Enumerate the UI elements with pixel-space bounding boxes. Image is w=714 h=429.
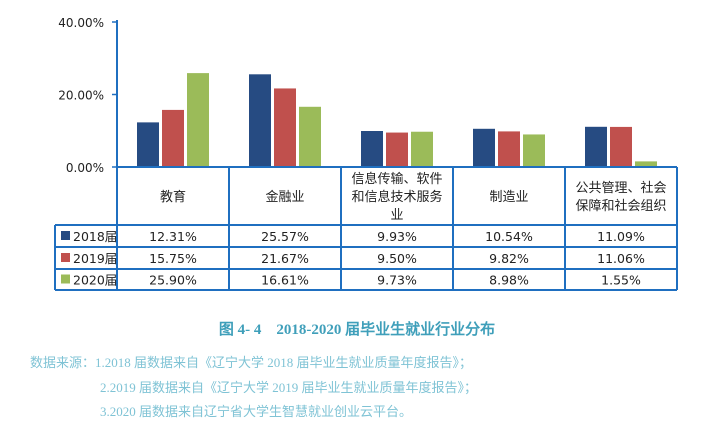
y-tick-label: 0.00% [66,161,104,175]
bar-2018届-3 [473,128,495,167]
data-label: 25.57% [261,229,309,244]
bar-2020届-0 [187,73,209,167]
bar-2019届-1 [274,88,296,167]
data-label: 21.67% [261,251,309,266]
category-label: 教育 [160,189,186,205]
category-label: 信息传输、软件 [351,171,442,187]
bar-2020届-3 [523,134,545,167]
category-label: 公共管理、社会 [575,180,666,196]
source-line-3: 3.2020 届数据来自辽宁省大学生智慧就业创业云平台。 [100,404,413,419]
data-label: 9.82% [489,251,529,266]
data-label: 1.55% [601,273,641,288]
legend-swatch-2020届 [61,274,70,284]
category-label: 金融业 [265,189,304,205]
legend-label: 2019届 [73,251,117,266]
data-label: 16.61% [261,273,309,288]
bar-2019届-4 [610,126,632,167]
figure-caption: 图 4- 4 2018-2020 届毕业生就业行业分布 [218,322,496,338]
bar-2018届-0 [137,122,159,167]
data-label: 9.73% [377,273,417,288]
bar-2019届-3 [498,131,520,167]
legend-label: 2018届 [73,229,117,244]
legend-label: 2020届 [73,273,117,288]
category-label: 保障和社会组织 [575,198,666,214]
category-label: 和信息技术服务 [351,189,442,205]
data-label: 15.75% [149,251,197,266]
bar-2020届-1 [299,106,321,167]
data-label: 11.06% [597,251,645,266]
data-label: 9.93% [377,229,417,244]
y-tick-label: 40.00% [58,16,104,30]
source-line-1: 数据来源：1.2018 届数据来自《辽宁大学 2018 届毕业生就业质量年度报告… [30,355,473,370]
source-line-2: 2.2019 届数据来自《辽宁大学 2019 届毕业生就业质量年度报告》； [100,380,478,395]
category-label: 业 [390,208,403,223]
category-label: 制造业 [489,190,528,205]
data-label: 10.54% [485,229,533,244]
bar-2018届-1 [249,74,271,167]
bar-2019届-2 [386,132,408,167]
bar-2020届-4 [635,161,657,167]
bar-2019届-0 [162,109,184,167]
legend-swatch-2018届 [61,231,70,240]
data-label: 9.50% [377,251,417,266]
data-label: 11.09% [597,229,645,244]
bar-2018届-2 [361,131,383,167]
y-tick-label: 20.00% [58,89,104,103]
data-label: 8.98% [489,273,529,288]
legend-swatch-2019届 [61,253,70,262]
data-label: 12.31% [149,229,197,244]
data-label: 25.90% [149,273,197,288]
bar-2018届-4 [585,126,607,167]
bar-2020届-2 [411,131,433,167]
